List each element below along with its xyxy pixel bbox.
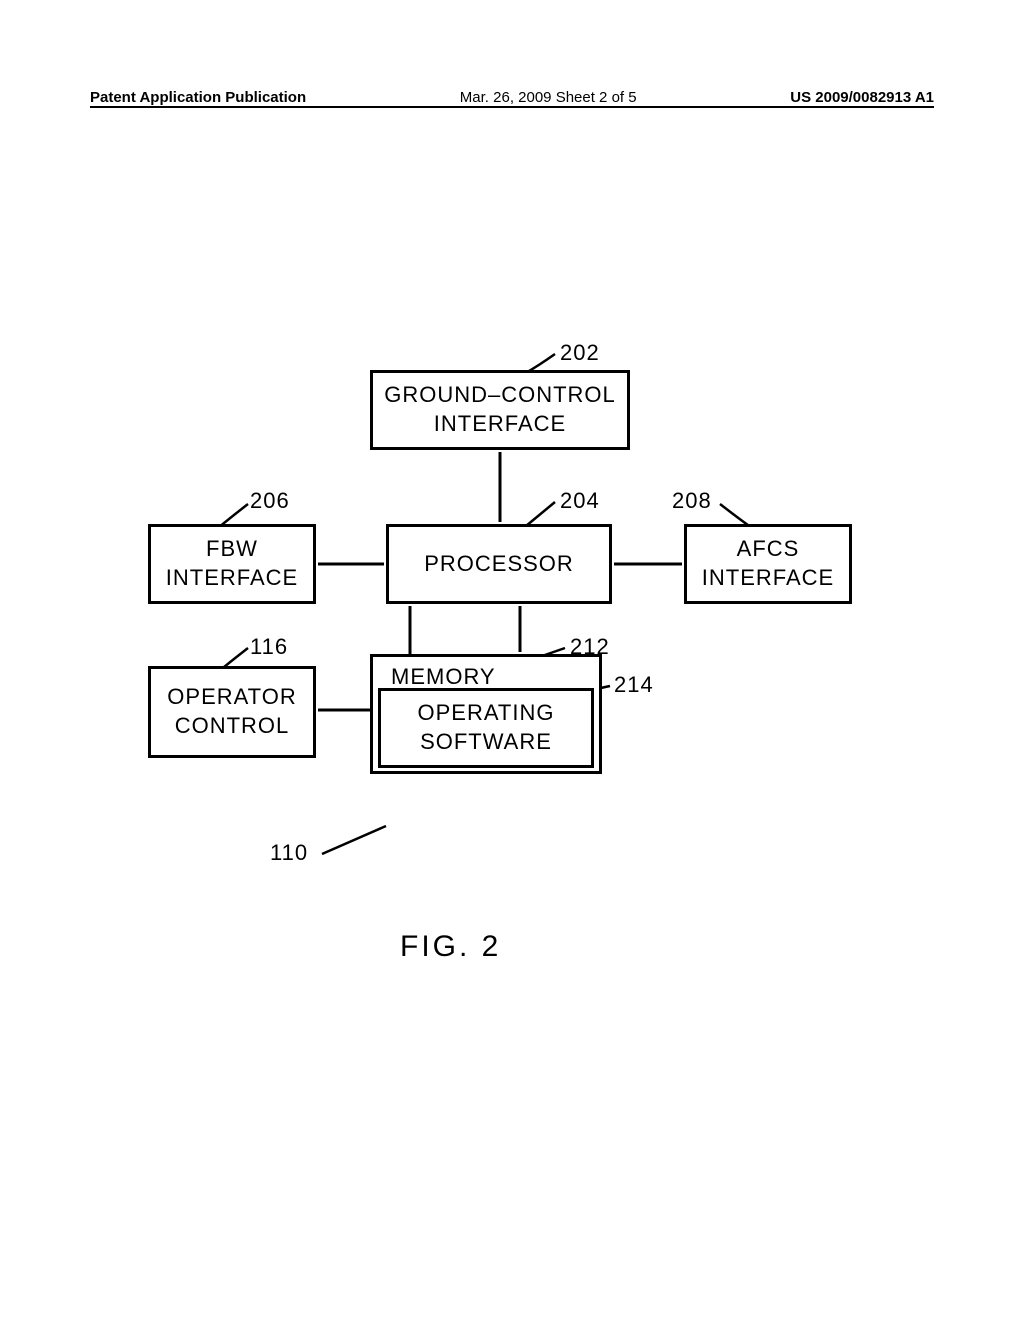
node-processor-label: PROCESSOR (424, 550, 574, 579)
node-fbw-label: FBWINTERFACE (166, 535, 298, 592)
ref-202: 202 (560, 340, 600, 366)
ref-208: 208 (672, 488, 712, 514)
node-ground-control-label: GROUND–CONTROLINTERFACE (384, 381, 616, 438)
figure-caption: FIG. 2 (400, 930, 501, 964)
node-operator-control: OPERATORCONTROL (148, 666, 316, 758)
header-left: Patent Application Publication (90, 89, 306, 106)
ref-110: 110 (270, 840, 308, 866)
leader-110 (322, 826, 386, 854)
node-operating-software: OPERATINGSOFTWARE (378, 688, 594, 768)
page-header: Patent Application Publication Mar. 26, … (90, 84, 934, 108)
ref-206: 206 (250, 488, 290, 514)
node-ground-control-interface: GROUND–CONTROLINTERFACE (370, 370, 630, 450)
header-mid: Mar. 26, 2009 Sheet 2 of 5 (460, 89, 637, 106)
header-right: US 2009/0082913 A1 (790, 89, 934, 106)
node-afcs-label: AFCSINTERFACE (702, 535, 834, 592)
node-processor: PROCESSOR (386, 524, 612, 604)
figure-2-diagram: GROUND–CONTROLINTERFACE PROCESSOR FBWINT… (0, 340, 1024, 900)
ref-204: 204 (560, 488, 600, 514)
ref-212: 212 (570, 634, 610, 660)
ref-116: 116 (250, 634, 288, 660)
ref-214: 214 (614, 672, 654, 698)
leader-204 (526, 502, 555, 526)
node-fbw-interface: FBWINTERFACE (148, 524, 316, 604)
node-afcs-interface: AFCSINTERFACE (684, 524, 852, 604)
node-operator-label: OPERATORCONTROL (167, 683, 296, 740)
node-software-label: OPERATINGSOFTWARE (418, 699, 555, 756)
